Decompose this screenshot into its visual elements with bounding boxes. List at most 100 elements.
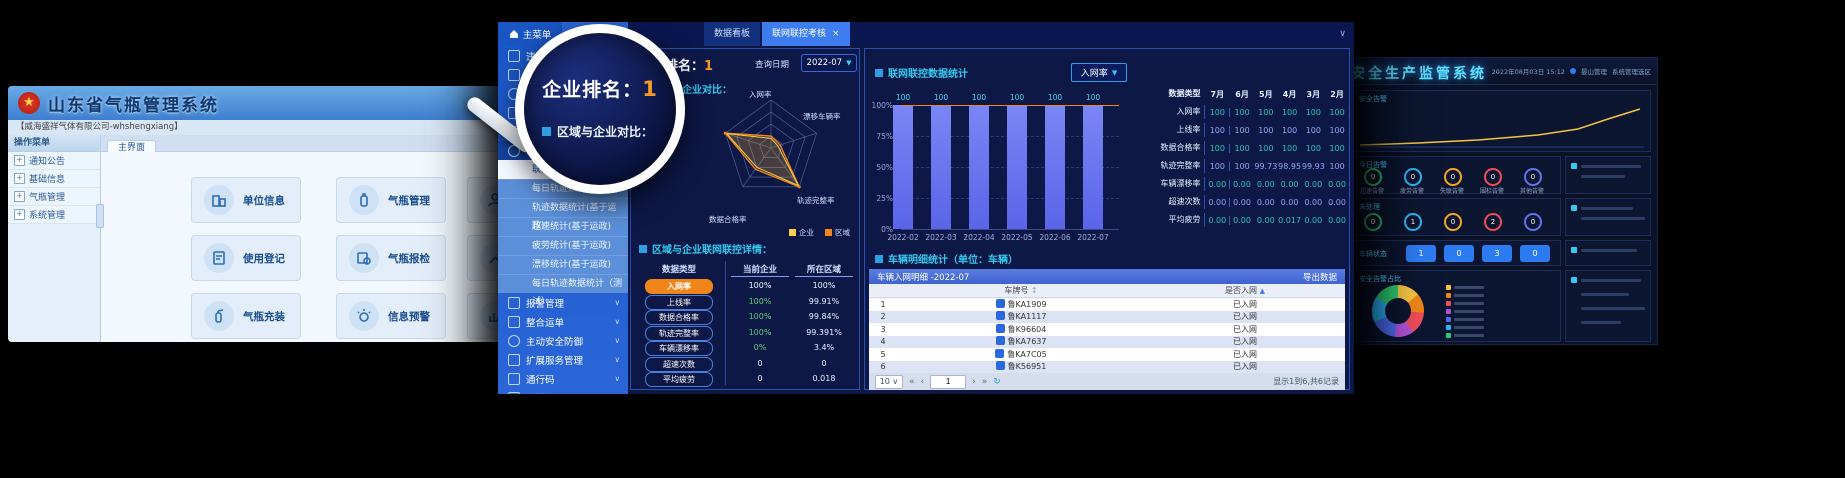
sidebar-subitem-daily-track-test[interactable]: 每日轨迹数据统计（测试）: [498, 274, 628, 307]
y-tick: 75%: [876, 132, 893, 141]
metric-button-drift-rate[interactable]: 车辆漂移率: [645, 341, 713, 356]
bar-2022-06: [1045, 105, 1065, 229]
mini-stat-panel: [1565, 240, 1651, 266]
metric-button-online-rate[interactable]: 上线率: [645, 294, 713, 310]
close-icon[interactable]: ×: [832, 29, 840, 39]
sidebar-subitem-drift-stats[interactable]: 漂移统计(基于运政): [498, 255, 628, 274]
card-use-register[interactable]: 使用登记: [191, 235, 301, 281]
metric-button-track-complete-rate[interactable]: 轨迹完整率: [645, 325, 713, 341]
national-emblem-icon: ★: [18, 92, 40, 114]
table-row[interactable]: 4 鲁KA7637 已入网: [869, 335, 1345, 348]
prev-page-button[interactable]: ‹: [920, 376, 925, 387]
chevron-down-icon[interactable]: ∨: [1339, 29, 1346, 39]
vehicle-table-titlebar: 车辆入网明细 -2022-07 导出数据: [869, 269, 1345, 284]
monitor-icon: [508, 391, 520, 394]
inspect-icon: [349, 243, 379, 273]
metric-button-overspeed-count[interactable]: 超速次数: [645, 356, 713, 372]
metric-button-avg-fatigue[interactable]: 平均疲劳: [645, 372, 713, 387]
y-tick: 100%: [871, 101, 893, 110]
home-icon: [509, 30, 518, 38]
metric-button-data-pass-rate[interactable]: 数据合格率: [645, 310, 713, 325]
status-badge: 0: [1444, 245, 1474, 262]
right-app-user[interactable]: 晏山管理: [1581, 68, 1607, 76]
card-cylinder-mgmt[interactable]: 气瓶管理: [336, 177, 446, 223]
left-app-content: 单位信息 气瓶管理 使用登记 气瓶报检: [101, 152, 528, 342]
sidebar-item-active-safety[interactable]: 主动安全防御 ∨: [498, 331, 628, 350]
detail-value: 100%: [748, 281, 772, 290]
page-size-select[interactable]: 10 ∨: [875, 374, 903, 389]
table-row[interactable]: 6 鲁K56951 已入网: [869, 360, 1345, 373]
bar-value: 100: [895, 93, 911, 102]
mini-stat-panel: [1565, 156, 1651, 194]
bar-2022-05: [1007, 105, 1027, 229]
sidebar-subitem-overspeed-stats[interactable]: 超速统计(基于运政): [498, 217, 628, 236]
tab-network-assessment[interactable]: 联网联控考核 ×: [762, 22, 850, 46]
page-input[interactable]: [930, 374, 967, 389]
detail-value: 0%: [753, 343, 767, 352]
expand-icon[interactable]: +: [14, 155, 25, 166]
legend-company: 企业: [789, 227, 814, 238]
month-table-row: 平均疲劳 0.00 0.00 0.00 0.017 0.00 0.00: [1147, 211, 1349, 229]
alarm-ring: 0: [1364, 168, 1382, 186]
bar-2022-02: [893, 105, 913, 229]
sidebar-item-cylinder-mgmt[interactable]: + 气瓶管理: [8, 188, 100, 206]
expand-icon[interactable]: +: [14, 209, 25, 220]
next-page-button[interactable]: ›: [972, 376, 976, 387]
sidebar-subitem-track-stats-yunzheng[interactable]: 轨迹数据统计(基于运政): [498, 198, 628, 231]
card-cylinder-filling[interactable]: 气瓶充装: [191, 293, 301, 339]
table-row[interactable]: 3 鲁K96604 已入网: [880, 323, 1257, 334]
x-tick: 2022-04: [963, 233, 995, 242]
mini-stat-panel: [1565, 198, 1651, 236]
left-app-title: 山东省气瓶管理系统: [48, 95, 219, 116]
sidebar-item-data-library[interactable]: 资料库∨: [498, 388, 628, 394]
plate-badge-icon: [995, 361, 1005, 371]
sidebar-item-waybill[interactable]: 整合运单 ∨: [498, 312, 628, 331]
sidebar-item-pass-code[interactable]: 通行码 ∨: [498, 369, 628, 388]
table-row[interactable]: 1 鲁KA1909 已入网: [880, 298, 1257, 309]
pending-alarm-panel: 未处理 0 1 0 2 0: [1353, 198, 1561, 236]
bar-value: 100: [933, 93, 949, 102]
alarm-ratio-donut-chart: [1372, 285, 1424, 337]
last-page-button[interactable]: »: [981, 376, 988, 387]
sidebar-subitem-fatigue-stats[interactable]: 疲劳统计(基于运政): [498, 236, 628, 255]
dashboard-tabstrip: 数据看板 联网联控考核 × ∨: [644, 22, 1354, 46]
sidebar-item-extended-service[interactable]: 扩展服务管理 ∨: [498, 350, 628, 369]
card-cylinder-inspect[interactable]: 气瓶报检: [336, 235, 446, 281]
sidebar-splitter-handle[interactable]: [96, 204, 104, 228]
building-icon: [204, 185, 234, 215]
sidebar-item-system-mgmt[interactable]: + 系统管理: [8, 206, 100, 224]
query-date-select[interactable]: 2022-07 ▼: [801, 54, 857, 72]
magnified-section-title: 区域与企业对比：: [542, 123, 653, 140]
magnifier-lens: 企业排名：1 区域与企业对比：: [515, 24, 685, 194]
chevron-down-icon: ∨: [614, 336, 621, 345]
export-data-button[interactable]: 导出数据: [1302, 272, 1337, 283]
bar-2022-04: [969, 105, 989, 229]
network-stats-panel: 联网联控数据统计 入网率 ▼ 100% 75% 50% 25% 0% 100 10…: [864, 48, 1350, 390]
refresh-icon[interactable]: ↻: [993, 376, 1001, 387]
sidebar-item-basic-info[interactable]: + 基础信息: [8, 170, 100, 188]
month-table-header: 数据类型 7月 6月 5月 4月 3月 2月: [1168, 89, 1344, 99]
sidebar-item-notices[interactable]: + 通知公告: [8, 152, 100, 170]
metric-button-network-rate[interactable]: 入网率: [645, 279, 713, 294]
expand-icon[interactable]: +: [14, 191, 25, 202]
register-icon: [204, 243, 234, 273]
detail-value: 100%: [748, 327, 772, 337]
card-unit-info[interactable]: 单位信息: [191, 177, 301, 223]
table-row[interactable]: 5 鲁KA7C05 已入网: [880, 348, 1257, 359]
sidebar-item-alarm-mgmt[interactable]: 报警管理 ∨: [498, 293, 628, 312]
sort-icon[interactable]: ↕: [1030, 286, 1038, 295]
plate-badge-icon: [995, 311, 1005, 321]
metric-select[interactable]: 入网率 ▼: [1071, 63, 1127, 82]
table-row[interactable]: 2 鲁KA1117 已入网: [869, 310, 1345, 323]
first-page-button[interactable]: «: [909, 376, 915, 387]
waybill-icon: [508, 315, 520, 328]
bar-value: 100: [1047, 93, 1063, 102]
alarm-ring: 0: [1524, 168, 1542, 186]
expand-icon[interactable]: +: [14, 173, 25, 184]
detail-value: 0: [821, 358, 827, 368]
alert-icon: [349, 301, 379, 331]
card-info-alert[interactable]: 信息预警: [336, 293, 446, 339]
sort-asc-icon[interactable]: ▲: [1259, 287, 1265, 295]
tab-data-board[interactable]: 数据看板: [704, 22, 761, 46]
right-app-dept[interactable]: 系统管理选区: [1612, 68, 1651, 76]
